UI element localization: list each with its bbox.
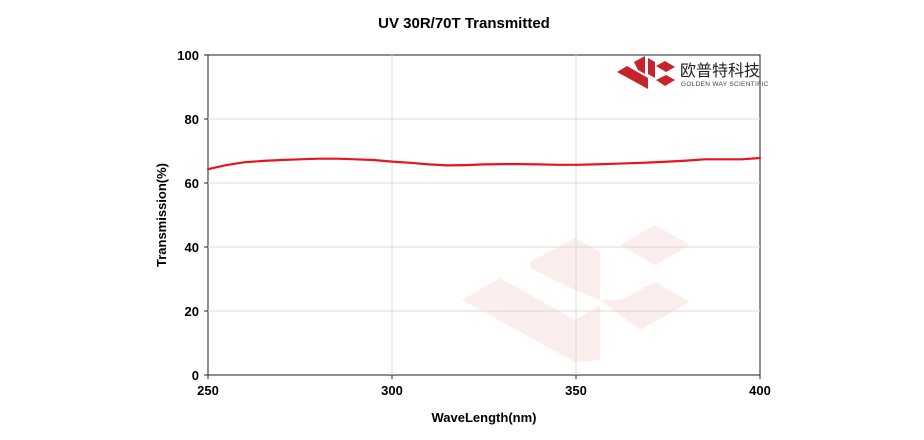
x-ticks: 250 300 350 400 (197, 375, 771, 398)
logo-company-cn: 欧普特科技 (680, 62, 760, 80)
plot-area (207, 54, 761, 376)
logo-company-en: GOLDEN WAY SCIENTIFIC (681, 81, 768, 88)
y-axis-label: Transmission(%) (154, 163, 169, 267)
y-tick-label: 60 (185, 176, 199, 191)
y-tick-label: 100 (177, 48, 199, 63)
watermark-logo (462, 225, 690, 362)
x-tick-label: 300 (381, 383, 403, 398)
grid (208, 55, 760, 375)
y-tick-label: 40 (185, 240, 199, 255)
series-line (206, 156, 762, 171)
x-tick-label: 400 (749, 383, 771, 398)
y-tick-label: 80 (185, 112, 199, 127)
x-tick-label: 250 (197, 383, 219, 398)
company-logo: 欧普特科技 GOLDEN WAY SCIENTIFIC (617, 56, 768, 89)
series (206, 156, 762, 171)
chart-title: UV 30R/70T Transmitted (378, 15, 550, 32)
y-tick-label: 20 (185, 304, 199, 319)
y-tick-label: 0 (192, 368, 199, 383)
x-tick-label: 350 (565, 383, 587, 398)
y-ticks: 0 20 40 60 80 100 (177, 48, 208, 383)
logo-mark-icon (617, 56, 675, 89)
x-axis-label: WaveLength(nm) (432, 410, 537, 425)
